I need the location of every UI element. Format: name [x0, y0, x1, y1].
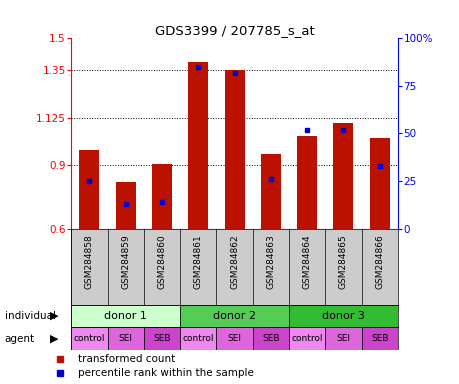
- Bar: [180, 328, 216, 350]
- Bar: [361, 328, 397, 350]
- Text: GSM284865: GSM284865: [338, 235, 347, 290]
- Text: SEI: SEI: [336, 334, 350, 343]
- Text: GSM284858: GSM284858: [85, 235, 94, 290]
- Text: GSM284866: GSM284866: [375, 235, 383, 290]
- Bar: [71, 305, 180, 328]
- Text: control: control: [291, 334, 322, 343]
- Text: control: control: [182, 334, 213, 343]
- Text: ▶: ▶: [50, 334, 58, 344]
- Bar: [297, 136, 316, 228]
- Text: percentile rank within the sample: percentile rank within the sample: [78, 368, 253, 378]
- Text: GSM284859: GSM284859: [121, 235, 130, 290]
- Text: individual: individual: [5, 311, 56, 321]
- Bar: [288, 305, 397, 328]
- Bar: [252, 328, 288, 350]
- Text: GSM284863: GSM284863: [266, 235, 275, 290]
- Bar: [107, 328, 144, 350]
- Bar: [224, 70, 244, 228]
- Text: donor 1: donor 1: [104, 311, 147, 321]
- Title: GDS3399 / 207785_s_at: GDS3399 / 207785_s_at: [154, 24, 314, 37]
- Text: donor 3: donor 3: [321, 311, 364, 321]
- Text: agent: agent: [5, 334, 34, 344]
- Text: GSM284864: GSM284864: [302, 235, 311, 289]
- Bar: [325, 328, 361, 350]
- Bar: [216, 328, 252, 350]
- Bar: [71, 328, 107, 350]
- Text: control: control: [73, 334, 105, 343]
- Bar: [260, 154, 280, 228]
- Text: SEI: SEI: [118, 334, 133, 343]
- Text: transformed count: transformed count: [78, 354, 175, 364]
- Bar: [369, 138, 389, 228]
- Bar: [333, 123, 353, 228]
- Text: donor 2: donor 2: [213, 311, 256, 321]
- Text: SEB: SEB: [153, 334, 170, 343]
- Text: GSM284862: GSM284862: [230, 235, 239, 289]
- Bar: [79, 151, 99, 228]
- Bar: [180, 305, 288, 328]
- Bar: [152, 164, 172, 228]
- Text: ▶: ▶: [50, 311, 58, 321]
- Bar: [188, 62, 208, 228]
- Bar: [116, 182, 135, 228]
- Text: GSM284860: GSM284860: [157, 235, 166, 290]
- Bar: [144, 328, 180, 350]
- Text: GSM284861: GSM284861: [193, 235, 202, 290]
- Text: SEB: SEB: [370, 334, 388, 343]
- Text: SEB: SEB: [262, 334, 279, 343]
- Bar: [288, 328, 325, 350]
- Text: SEI: SEI: [227, 334, 241, 343]
